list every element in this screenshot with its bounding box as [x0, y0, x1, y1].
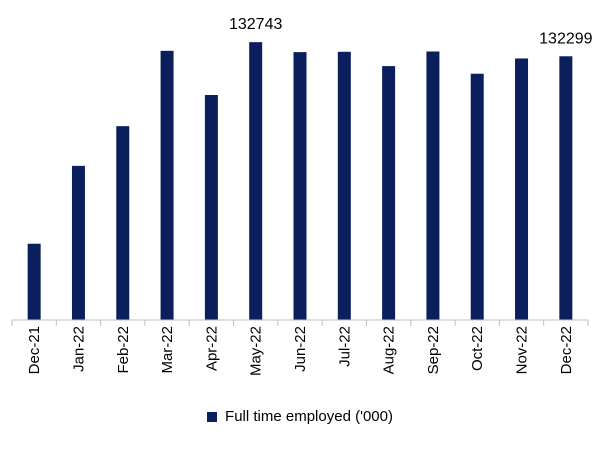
bar-jun-22 — [293, 52, 307, 320]
bar-dec-21 — [27, 243, 41, 320]
x-ticks-group — [11, 320, 589, 326]
bar-mar-22 — [160, 50, 174, 320]
data-labels-group: 132743 132299 — [229, 16, 593, 47]
x-tick-label: Jun-22 — [292, 326, 309, 372]
x-tick-label: Aug-22 — [381, 326, 398, 374]
legend-label: Full time employed ('000) — [225, 408, 393, 425]
legend: Full time employed ('000) — [0, 408, 600, 425]
x-tick-label: Feb-22 — [115, 326, 132, 374]
x-tick-label: Apr-22 — [203, 326, 220, 371]
x-tick-label: Mar-22 — [159, 326, 176, 374]
bar-may-22 — [249, 42, 263, 320]
x-tick-label: May-22 — [248, 326, 265, 376]
data-label: 132299 — [539, 30, 592, 47]
bar-nov-22 — [515, 58, 529, 321]
x-tick-labels-group: Dec-21 Jan-22 Feb-22 Mar-22 Apr-22 May-22 Jun-… — [26, 326, 575, 376]
legend-swatch — [207, 411, 218, 422]
x-tick-label: Jan-22 — [70, 326, 87, 372]
x-tick-label: Oct-22 — [469, 326, 486, 371]
bar-aug-22 — [382, 66, 396, 321]
bar-jul-22 — [337, 51, 351, 320]
x-tick-label: Dec-21 — [26, 326, 43, 374]
bars-group — [27, 42, 573, 321]
x-tick-label: Dec-22 — [558, 326, 575, 374]
bar-sep-22 — [426, 51, 440, 320]
bar-jan-22 — [71, 165, 85, 320]
data-label: 132743 — [229, 16, 282, 33]
x-tick-label: Sep-22 — [425, 326, 442, 374]
bar-apr-22 — [204, 95, 218, 320]
x-tick-label: Jul-22 — [336, 326, 353, 367]
x-tick-label: Nov-22 — [514, 326, 531, 374]
bar-feb-22 — [116, 126, 130, 321]
bar-oct-22 — [470, 73, 484, 320]
bar-dec-22 — [559, 56, 573, 321]
